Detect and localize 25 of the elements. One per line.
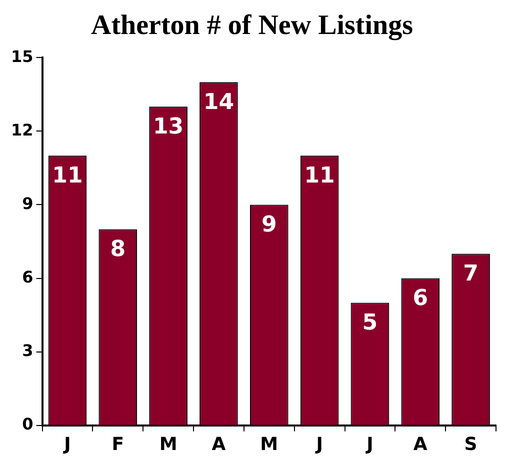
- data-label: 9: [261, 212, 277, 238]
- y-tick-label: 0: [22, 414, 34, 434]
- y-tick-label: 12: [11, 120, 34, 140]
- data-label: 13: [152, 114, 184, 140]
- y-tick-label: 6: [22, 267, 34, 286]
- data-label: 6: [412, 286, 428, 311]
- x-tick-label: J: [314, 434, 323, 455]
- x-tick-label: S: [464, 434, 478, 455]
- data-label: 14: [203, 90, 234, 115]
- x-tick-label: F: [112, 434, 124, 455]
- data-label: 11: [52, 163, 83, 188]
- x-tick-label: M: [159, 434, 178, 455]
- data-label: 5: [362, 310, 378, 336]
- data-label: 8: [110, 236, 126, 262]
- chart-title: Atherton # of New Listings: [91, 10, 414, 42]
- x-tick-label: A: [413, 434, 428, 455]
- x-tick-label: J: [62, 434, 71, 455]
- y-tick-label: 3: [22, 340, 34, 360]
- y-tick-label: 9: [22, 194, 34, 213]
- data-label: 7: [463, 261, 478, 286]
- x-tick-label: J: [364, 434, 374, 455]
- y-tick-label: 15: [11, 46, 34, 66]
- data-label: 11: [304, 163, 335, 188]
- x-tick-label: M: [260, 434, 278, 455]
- x-tick-label: A: [212, 434, 226, 455]
